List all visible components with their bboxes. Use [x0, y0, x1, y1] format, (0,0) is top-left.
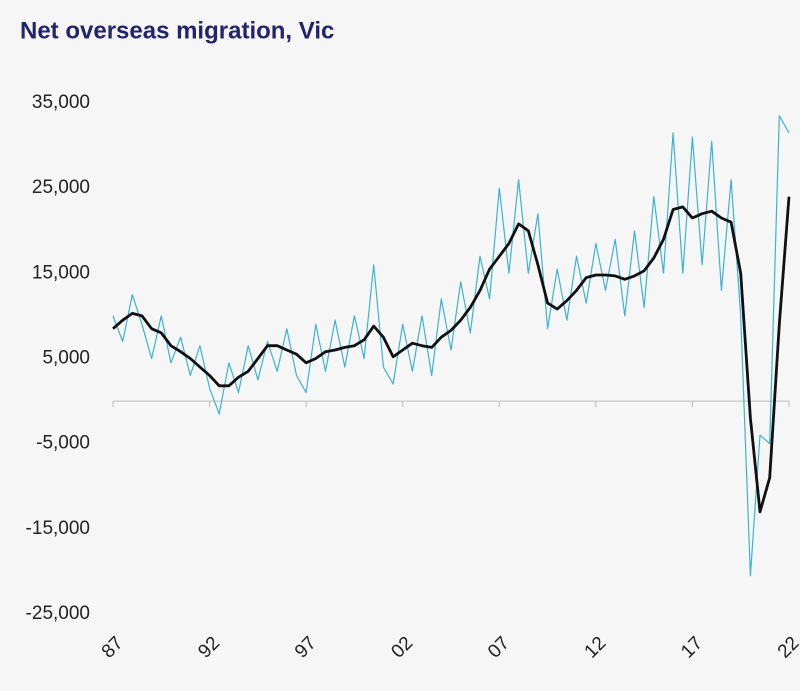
y-tick-label: 35,000 [32, 92, 90, 113]
chart-title: Net overseas migration, Vic [20, 17, 334, 44]
y-tick-label: -25,000 [26, 603, 90, 624]
series-line [112, 115, 790, 577]
y-tick-label: 15,000 [32, 262, 90, 283]
series-line [112, 196, 791, 514]
y-tick-label: -5,000 [36, 433, 90, 454]
y-tick-label: 5,000 [42, 348, 90, 369]
y-tick-label: -15,000 [26, 518, 90, 539]
y-tick-label: 25,000 [32, 177, 90, 198]
